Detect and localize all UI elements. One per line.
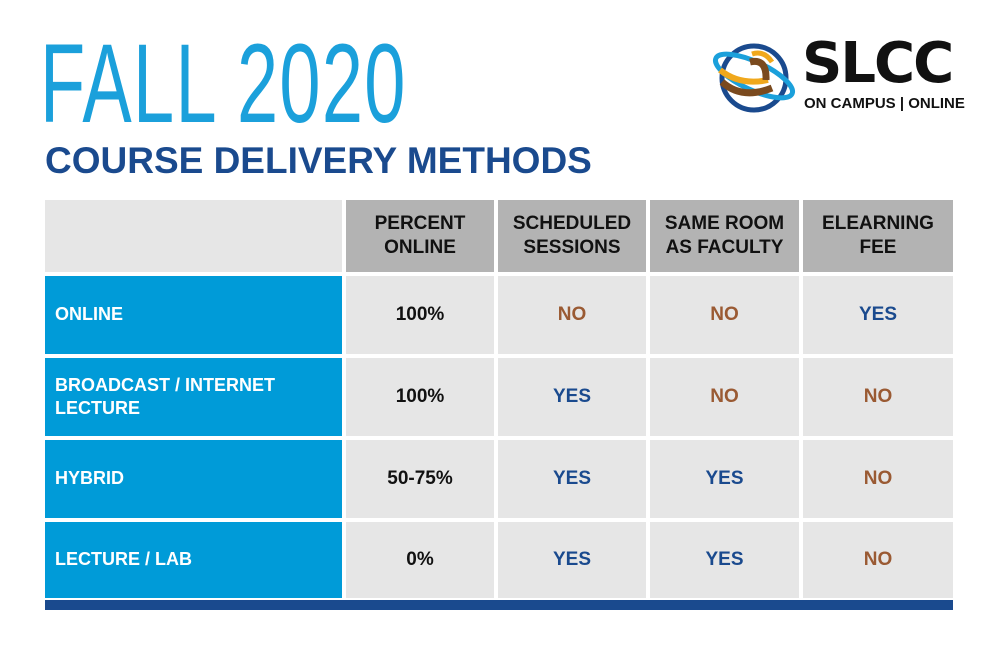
cell-fee: NO — [803, 522, 953, 598]
cell-percent: 100% — [346, 358, 494, 436]
slcc-logo: SLCC ON CAMPUS | ONLINE — [712, 36, 965, 115]
header-percent-online: PERCENT ONLINE — [346, 200, 494, 272]
globe-logo-icon — [712, 43, 796, 113]
page-subtitle: COURSE DELIVERY METHODS — [45, 140, 592, 181]
table-footer-bar — [45, 600, 953, 610]
row-label-broadcast: BROADCAST / INTERNET LECTURE — [45, 358, 342, 436]
cell-same-room: NO — [650, 358, 799, 436]
cell-same-room: YES — [650, 522, 799, 598]
header-scheduled-sessions: SCHEDULED SESSIONS — [498, 200, 646, 272]
header-same-room: SAME ROOM AS FACULTY — [650, 200, 799, 272]
page-title: FALL 2020 — [40, 21, 407, 146]
cell-percent: 0% — [346, 522, 494, 598]
row-label-lecture-lab: LECTURE / LAB — [45, 522, 342, 598]
cell-percent: 100% — [346, 276, 494, 354]
cell-percent: 50-75% — [346, 440, 494, 518]
cell-scheduled: YES — [498, 440, 646, 518]
header-elearning-fee: ELEARNING FEE — [803, 200, 953, 272]
cell-same-room: NO — [650, 276, 799, 354]
row-label-online: ONLINE — [45, 276, 342, 354]
logo-tagline: ON CAMPUS | ONLINE — [804, 95, 965, 112]
cell-fee: NO — [803, 358, 953, 436]
cell-scheduled: NO — [498, 276, 646, 354]
header-corner — [45, 200, 342, 272]
cell-fee: NO — [803, 440, 953, 518]
cell-scheduled: YES — [498, 358, 646, 436]
cell-same-room: YES — [650, 440, 799, 518]
cell-fee: YES — [803, 276, 953, 354]
row-label-hybrid: HYBRID — [45, 440, 342, 518]
logo-word: SLCC — [802, 31, 954, 96]
delivery-methods-table: PERCENT ONLINE SCHEDULED SESSIONS SAME R… — [45, 200, 953, 598]
cell-scheduled: YES — [498, 522, 646, 598]
